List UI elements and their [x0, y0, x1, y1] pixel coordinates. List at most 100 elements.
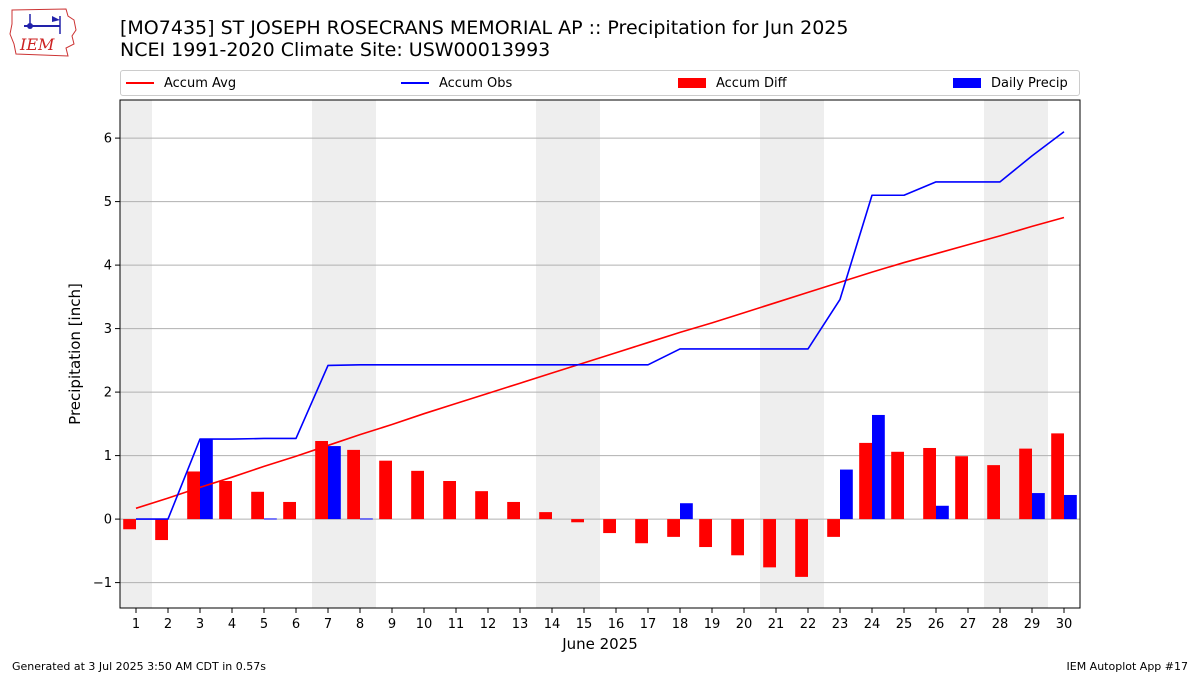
x-tick-label: 4: [228, 617, 236, 632]
x-tick-label: 12: [480, 617, 497, 632]
bar-daily-precip-7: [328, 446, 341, 520]
bar-daily-precip-29: [1032, 493, 1045, 520]
bar-accum-diff-5: [251, 491, 264, 520]
bar-daily-precip-26: [936, 505, 949, 520]
footer-app-label: IEM Autoplot App #17: [1066, 660, 1189, 673]
x-tick-label: 20: [736, 617, 753, 632]
bar-accum-diff-12: [475, 491, 488, 520]
bar-accum-diff-29: [1019, 448, 1032, 520]
bar-accum-diff-4: [219, 481, 232, 520]
bar-accum-diff-21: [763, 519, 776, 568]
footer-generated-text: Generated at 3 Jul 2025 3:50 AM CDT in 0…: [12, 660, 266, 673]
x-tick-label: 16: [608, 617, 625, 632]
y-tick-label: 5: [104, 195, 112, 210]
line-accum-avg: [135, 216, 1065, 510]
bar-accum-diff-14: [539, 512, 552, 520]
bar-daily-precip-5: [264, 518, 277, 520]
svg-text:IEM: IEM: [19, 35, 55, 54]
weekend-shade-28: [984, 100, 1016, 608]
legend: Accum Avg Accum Obs Accum Diff Daily Pre…: [120, 70, 1080, 96]
bar-accum-diff-2: [155, 519, 168, 541]
bar-accum-diff-15: [571, 519, 584, 523]
bar-accum-diff-22: [795, 519, 808, 577]
bar-accum-diff-9: [379, 460, 392, 520]
x-tick-label: 22: [800, 617, 817, 632]
y-tick-label: 6: [104, 132, 112, 147]
x-tick-label: 10: [416, 617, 433, 632]
x-tick-label: 23: [832, 617, 849, 632]
x-tick-label: 8: [356, 617, 364, 632]
bar-accum-diff-17: [635, 519, 648, 544]
x-tick-label: 11: [448, 617, 465, 632]
legend-label-accum-diff: Accum Diff: [716, 75, 787, 91]
bar-accum-diff-27: [955, 456, 968, 520]
y-tick-label: 3: [104, 322, 112, 337]
bar-accum-diff-11: [443, 481, 456, 520]
bar-accum-diff-3: [187, 471, 200, 520]
x-tick-label: 30: [1056, 617, 1073, 632]
bar-accum-diff-28: [987, 465, 1000, 520]
x-tick-label: 29: [1024, 617, 1041, 632]
legend-item-accum-avg: Accum Avg: [126, 71, 236, 95]
x-tick-label: 17: [640, 617, 657, 632]
bar-accum-diff-1: [123, 519, 136, 530]
bar-accum-diff-23: [827, 519, 840, 537]
bar-accum-diff-7: [315, 440, 328, 520]
iem-logo: IEM: [8, 6, 80, 58]
chart-title: [MO7435] ST JOSEPH ROSECRANS MEMORIAL AP…: [120, 17, 849, 39]
plot-frame: [119, 99, 1081, 609]
x-tick-label: 15: [576, 617, 593, 632]
weekend-shade-8: [344, 100, 376, 608]
x-tick-label: 5: [260, 617, 268, 632]
legend-label-accum-avg: Accum Avg: [164, 75, 237, 91]
bar-accum-diff-16: [603, 519, 616, 534]
x-tick-label: 19: [704, 617, 721, 632]
legend-item-accum-diff: Accum Diff: [678, 71, 787, 95]
x-tick-label: 7: [324, 617, 332, 632]
weekend-shade-7: [312, 100, 344, 608]
bar-accum-diff-30: [1051, 433, 1064, 520]
legend-swatch-accum-diff: [678, 78, 706, 88]
bar-accum-diff-25: [891, 451, 904, 520]
y-tick-label: 1: [104, 449, 112, 464]
bar-accum-diff-13: [507, 501, 520, 520]
bar-accum-diff-24: [859, 442, 872, 520]
bar-daily-precip-18: [680, 503, 693, 520]
x-tick-label: 25: [896, 617, 913, 632]
x-tick-label: 27: [960, 617, 977, 632]
x-tick-label: 9: [388, 617, 396, 632]
x-axis-label: June 2025: [561, 635, 638, 653]
x-tick-label: 18: [672, 617, 689, 632]
bar-daily-precip-3: [200, 439, 213, 520]
x-tick-label: 3: [196, 617, 204, 632]
weekend-shade-29: [1016, 100, 1048, 608]
line-accum-obs: [136, 131, 1065, 520]
x-tick-label: 2: [164, 617, 172, 632]
bar-daily-precip-24: [872, 414, 885, 520]
bar-accum-diff-10: [411, 470, 424, 520]
legend-swatch-accum-obs: [401, 82, 429, 84]
bar-accum-diff-19: [699, 519, 712, 548]
weekend-shade-1: [120, 100, 152, 608]
bar-accum-diff-6: [283, 501, 296, 520]
y-tick-label: 0: [104, 513, 112, 528]
y-tick-label: 2: [104, 386, 112, 401]
x-tick-label: 21: [768, 617, 785, 632]
legend-item-accum-obs: Accum Obs: [401, 71, 512, 95]
legend-swatch-accum-avg: [126, 82, 154, 84]
chart-subtitle: NCEI 1991-2020 Climate Site: USW00013993: [120, 39, 551, 61]
y-axis-label: Precipitation [inch]: [66, 283, 84, 425]
x-tick-label: 13: [512, 617, 529, 632]
y-tick-label: 4: [104, 259, 112, 274]
legend-label-accum-obs: Accum Obs: [439, 75, 513, 91]
x-tick-label: 6: [292, 617, 300, 632]
x-tick-label: 26: [928, 617, 945, 632]
weekend-shade-14: [536, 100, 568, 608]
bar-accum-diff-18: [667, 519, 680, 537]
y-tick-label: −1: [93, 576, 112, 591]
bar-accum-diff-26: [923, 447, 936, 520]
bar-daily-precip-23: [840, 469, 853, 520]
bar-accum-diff-20: [731, 519, 744, 556]
legend-item-daily-precip: Daily Precip: [953, 71, 1068, 95]
